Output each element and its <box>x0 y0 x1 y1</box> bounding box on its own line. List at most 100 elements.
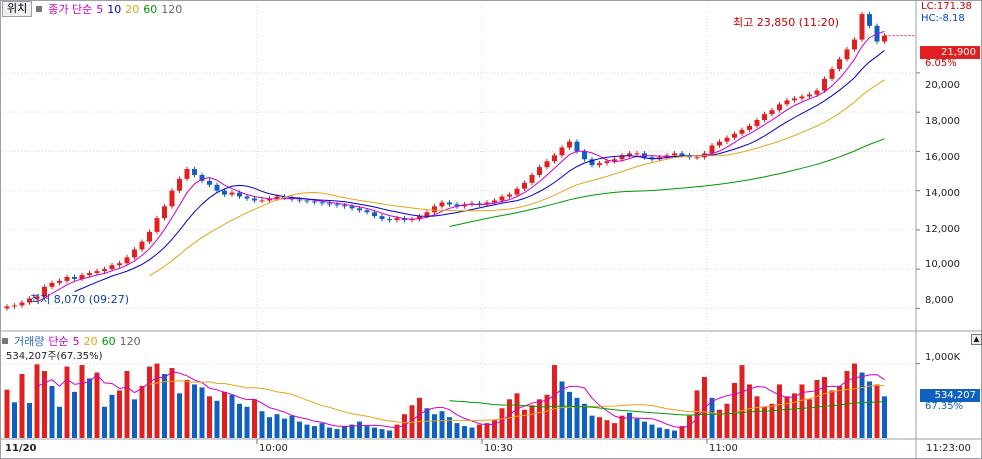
volume-bar <box>567 391 572 438</box>
candle-body <box>844 49 850 60</box>
candle-body <box>372 212 377 217</box>
volume-bar <box>724 403 730 438</box>
y-tick-label: 14,000 <box>925 188 960 199</box>
volume-bar <box>469 427 475 438</box>
candle-body <box>214 184 220 191</box>
close-panel-icon[interactable]: ▲ <box>971 334 982 345</box>
volume-bar <box>117 390 122 438</box>
volume-bar <box>64 366 70 438</box>
legend-marker-icon <box>2 338 8 344</box>
candle-body <box>177 178 182 191</box>
volume-bar <box>844 371 850 438</box>
candle-body <box>12 305 17 307</box>
volume-bar <box>649 424 655 438</box>
candle-body <box>717 141 722 146</box>
candle-body <box>199 174 205 181</box>
candle-body <box>364 210 370 213</box>
volume-bar <box>777 384 782 438</box>
candle-body <box>57 280 62 283</box>
candle-body <box>867 14 872 26</box>
volume-bar <box>109 394 115 438</box>
candle-body <box>244 196 250 199</box>
candle-body <box>784 100 790 105</box>
candle-body <box>544 161 550 168</box>
volume-bar <box>619 415 625 438</box>
volume-bar <box>762 406 767 438</box>
candle-body <box>559 147 565 156</box>
volume-bar <box>267 417 272 438</box>
volume-bar <box>537 399 542 438</box>
price-ma-60-line <box>449 138 885 227</box>
candle-body <box>462 204 467 207</box>
candle-body <box>207 180 212 185</box>
candle-body <box>822 78 827 91</box>
volume-bar <box>529 405 535 438</box>
candle-body <box>387 219 392 221</box>
volume-bar <box>364 426 370 438</box>
candle-body <box>139 241 145 250</box>
volume-bar <box>282 418 287 438</box>
position-button[interactable]: 위치 <box>2 1 33 17</box>
volume-bar <box>102 406 107 438</box>
volume-bar <box>424 408 430 438</box>
candle-body <box>837 59 842 70</box>
candle-body <box>117 263 122 266</box>
candle-body <box>754 120 760 126</box>
volume-bar <box>432 414 437 438</box>
volume-bar <box>492 420 497 438</box>
current-volume-badge: 534,207 <box>920 389 980 402</box>
candle-body <box>379 216 385 220</box>
price-ma-10-line <box>74 50 885 293</box>
volume-bar <box>327 427 332 438</box>
volume-bar <box>574 397 580 438</box>
volume-toolbar: 거래량 단순 5 20 60 120 <box>2 333 141 349</box>
candle-body <box>342 205 347 207</box>
candle-body <box>304 200 310 202</box>
volume-bar <box>679 426 685 438</box>
status-readout: LC:171.38 HC:-8.18 <box>921 1 972 25</box>
current-price-badge: 21,900 <box>920 46 980 59</box>
volume-current-readout: 534,207주(67.35%) <box>6 351 103 362</box>
volume-bar <box>514 393 520 438</box>
ma-20-label: 20 <box>125 2 140 16</box>
vol-ma-60-label: 60 <box>101 334 116 348</box>
candle-body <box>882 35 887 42</box>
candle-body <box>552 155 557 162</box>
candle-body <box>154 218 160 232</box>
volume-bar <box>319 423 325 438</box>
volume-bar <box>447 417 452 438</box>
volume-bar <box>747 384 752 438</box>
y-tick-label: 20,000 <box>925 80 960 91</box>
volume-bar <box>184 379 190 438</box>
volume-bar <box>402 414 407 438</box>
candle-body <box>439 202 445 207</box>
candle-body <box>567 141 572 148</box>
volume-bar <box>192 384 197 438</box>
volume-bar <box>417 397 422 438</box>
candle-body <box>619 155 625 160</box>
volume-bar <box>627 412 632 438</box>
candle-body <box>94 271 100 274</box>
volume-bar <box>687 415 692 438</box>
candle-body <box>394 218 400 221</box>
current-volume-pct: 67.35% <box>925 401 964 412</box>
volume-bar <box>657 427 662 438</box>
candle-body <box>769 110 775 115</box>
volume-bar <box>312 426 317 438</box>
volume-bar <box>552 365 557 438</box>
volume-bar <box>289 415 295 438</box>
volume-bar <box>334 429 340 438</box>
volume-bar <box>792 393 797 438</box>
candle-body <box>102 269 107 272</box>
volume-bar <box>94 372 100 438</box>
volume-bar <box>259 411 265 438</box>
candle-body <box>762 114 767 121</box>
candle-body <box>799 96 805 99</box>
volume-bar <box>222 391 227 438</box>
volume-bar <box>732 382 737 438</box>
volume-ma-60-line <box>449 400 885 416</box>
volume-y-tick-label: 1,000K <box>925 352 961 363</box>
volume-bar <box>87 378 92 438</box>
candle-body <box>732 133 737 138</box>
